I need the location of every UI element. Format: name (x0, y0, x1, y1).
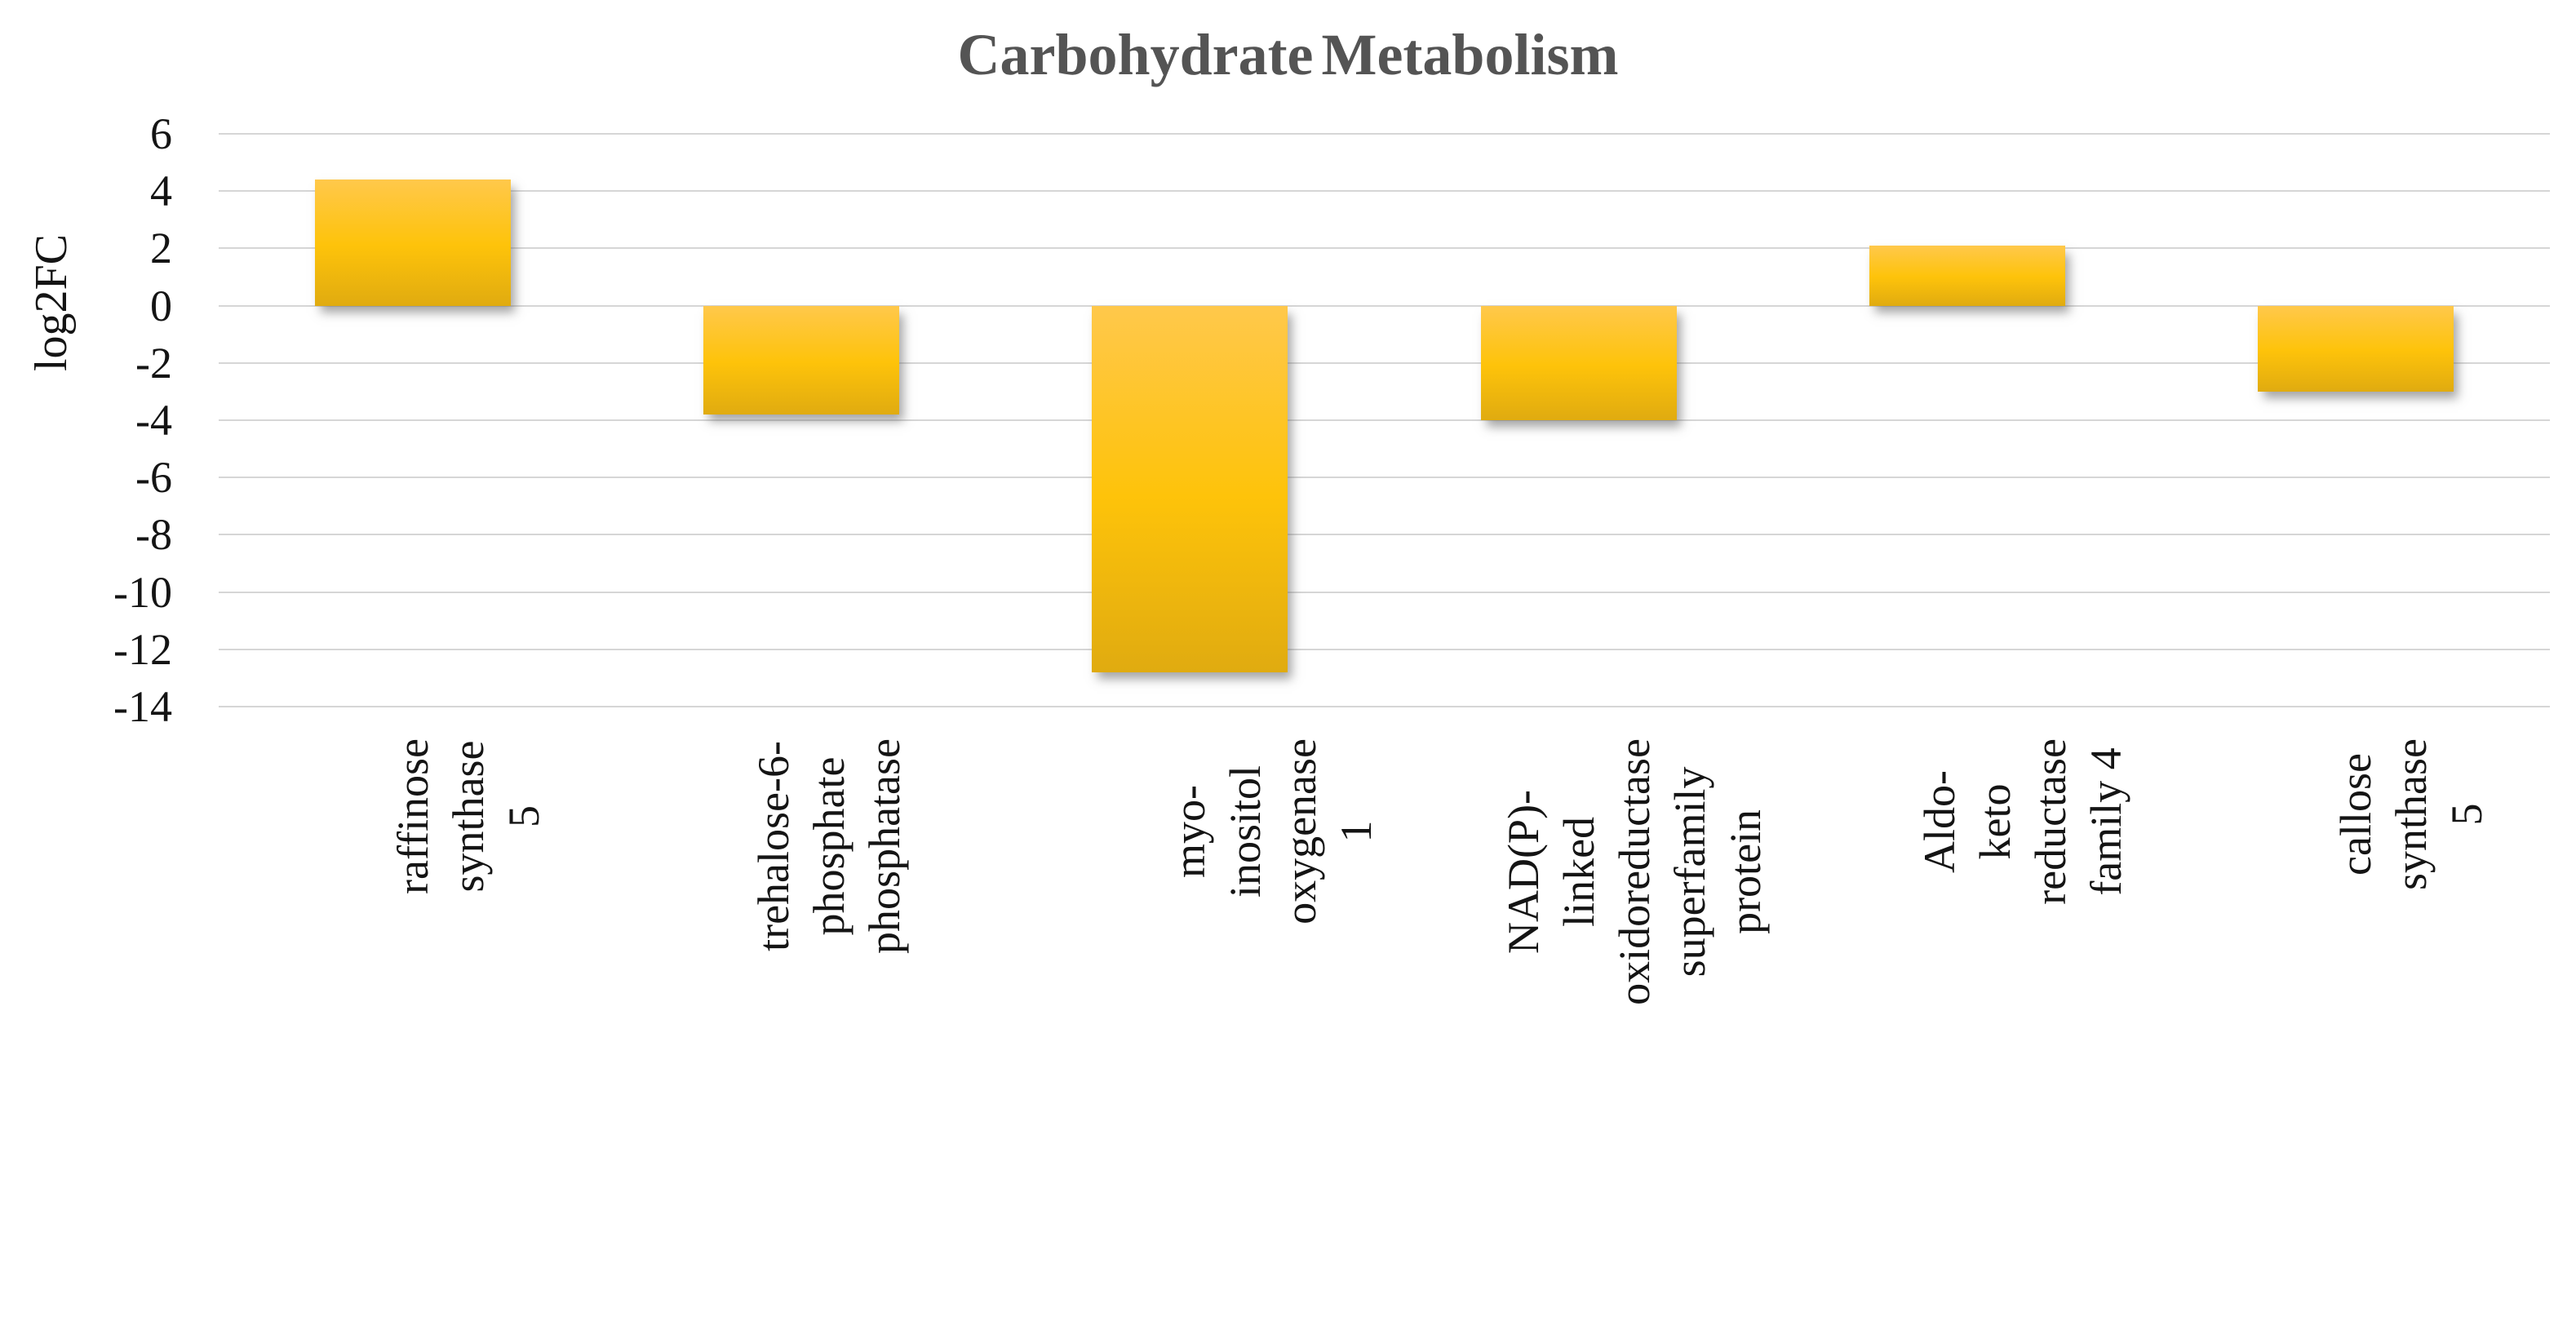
y-tick-label: -14 (113, 682, 172, 731)
bar (315, 180, 512, 306)
bar (1869, 245, 2065, 306)
y-tick-label: -4 (135, 396, 172, 445)
gridline (219, 534, 2550, 536)
gridline (219, 304, 2550, 307)
y-tick-label: 6 (150, 109, 172, 158)
x-axis-label-text: NAD(P)-linked oxidoreductase superfamily… (1498, 738, 1770, 1005)
gridline (219, 361, 2550, 364)
chart-title: Carbohydrate Metabolism (957, 22, 1619, 87)
bar (1480, 305, 1677, 420)
x-axis-label-text: callose synthase 5 (2330, 738, 2491, 890)
bar (1092, 305, 1288, 672)
y-tick-label: 4 (150, 166, 172, 216)
gridline (219, 247, 2550, 250)
gridline (219, 419, 2550, 421)
y-tick-label: 2 (150, 224, 172, 273)
gridline (219, 190, 2550, 193)
gridline (219, 648, 2550, 650)
gridline (219, 706, 2550, 707)
y-tick-label: 0 (150, 281, 172, 330)
x-axis-label-text: trehalose-6-phosphate phosphatase (749, 738, 910, 954)
gridline (219, 591, 2550, 593)
x-axis-label-text: myo-inositol oxygenase 1 (1165, 738, 1381, 924)
x-axis-label-text: Aldo-keto reductase family 4 (1914, 738, 2130, 905)
x-axis-label-text: raffinose synthase 5 (388, 738, 549, 894)
gridline (219, 133, 2550, 135)
gridline (219, 477, 2550, 479)
y-tick-label: -8 (135, 510, 172, 560)
y-tick-label: -2 (135, 338, 172, 388)
y-tick-label: -6 (135, 453, 172, 503)
y-tick-label: -12 (113, 624, 172, 674)
bar (2257, 305, 2454, 392)
bar (703, 305, 900, 415)
y-tick-label: -10 (113, 567, 172, 617)
